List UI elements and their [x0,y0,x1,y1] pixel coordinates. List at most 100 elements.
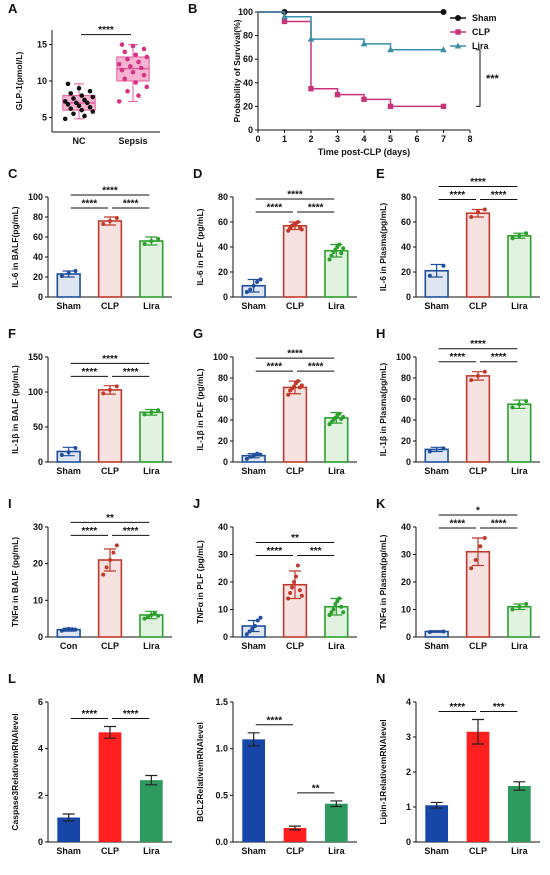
x-tick-label: Lira [143,641,161,651]
x-tick-label: Lira [511,466,529,476]
y-axis-label: GLP-1(pmol/L) [14,52,24,111]
data-point [119,67,125,73]
y-tick-label: 0.0 [215,837,228,847]
y-axis-label: TNFα in PLF (pg/mL) [195,540,205,624]
panel-label: B [188,1,197,16]
x-tick-label: 6 [414,134,419,144]
x-tick-label: CLP [469,641,487,651]
x-tick-label: Sham [424,466,449,476]
significance-label: **** [98,25,114,36]
y-tick-label: 6 [38,697,43,707]
data-point [258,615,263,620]
y-tick-label: 30 [218,550,228,560]
error-bar [430,801,443,809]
y-tick-label: 60 [33,232,43,242]
panel-label: I [8,496,12,511]
data-point [510,236,515,241]
data-point [142,242,147,246]
panel-label: D [193,166,202,181]
y-tick-label: 60 [218,394,228,404]
y-tick-label: 50 [33,422,43,432]
data-point [133,80,139,85]
y-tick-label: 80 [401,373,411,383]
y-tick-label: 20 [401,436,411,446]
x-tick-label: Sepsis [118,136,147,146]
significance-label: **** [287,190,303,201]
y-axis-label: TNFα in BALF (pg/mL) [10,537,20,627]
bar [139,240,164,298]
x-tick-label: CLP [469,846,487,856]
data-point [476,210,480,214]
panel-label: L [8,671,16,686]
data-point [482,207,487,212]
data-point [122,49,128,55]
data-point [517,402,522,407]
significance-label: **** [491,352,507,363]
x-tick-label: Lira [143,301,161,311]
data-point [108,219,112,223]
data-point [59,274,64,278]
x-tick-label: Lira [328,466,346,476]
bar [282,386,308,463]
data-point [517,604,522,609]
data-point [258,452,263,457]
data-point [341,246,346,251]
x-tick-label: CLP [101,301,119,311]
y-tick-label: 3 [406,732,411,742]
significance-label: ** [106,513,114,524]
data-point [149,239,154,243]
data-point [76,103,82,109]
marker [455,29,461,35]
data-point [524,231,529,236]
significance-bracket [476,49,481,107]
marker [360,40,368,47]
data-point [286,392,291,397]
significance-label: **** [267,203,283,214]
bar [139,411,164,463]
y-tick-label: 1.5 [215,697,228,707]
data-point [62,99,68,104]
x-tick-label: CLP [101,466,119,476]
data-point [329,253,334,258]
data-point [79,107,85,113]
data-point [142,616,147,621]
y-tick-label: 40 [218,242,228,252]
y-tick-label: 0 [223,457,228,467]
significance-label: **** [82,367,98,378]
data-point [427,630,432,635]
data-point [59,628,64,633]
bar [507,605,532,638]
bar [465,212,491,298]
data-point [101,572,106,577]
y-tick-label: 100 [28,387,43,397]
data-point [255,618,260,623]
data-point [116,99,122,104]
data-point [130,69,136,75]
data-point [476,373,480,378]
y-tick-label: 100 [213,352,228,362]
y-tick-label: 40 [243,78,253,88]
data-point [130,43,136,49]
data-point [473,558,478,562]
y-tick-label: 100 [238,7,253,17]
y-axis-label: IL-6 in Plasma(pg/mL) [378,203,388,291]
y-axis-label: IL-6 in PLF (pg/mL) [195,208,205,285]
data-point [295,220,300,224]
bar [465,375,491,463]
significance-label: **** [267,546,283,557]
y-tick-label: 0 [38,837,43,847]
bar [57,817,81,842]
data-point [247,629,252,634]
error-bar [289,825,301,831]
error-bar [104,725,116,739]
data-point [59,453,64,457]
data-point [244,456,249,461]
y-axis-label: IL-1β in PLF (pg/mL) [195,368,205,450]
y-tick-label: 60 [401,217,411,227]
y-tick-label: 40 [218,522,228,532]
error-bar [513,781,526,791]
significance-label: **** [491,190,507,201]
legend-label: CLP [472,27,490,37]
significance-label: **** [123,367,139,378]
x-tick-label: Lira [328,846,346,856]
